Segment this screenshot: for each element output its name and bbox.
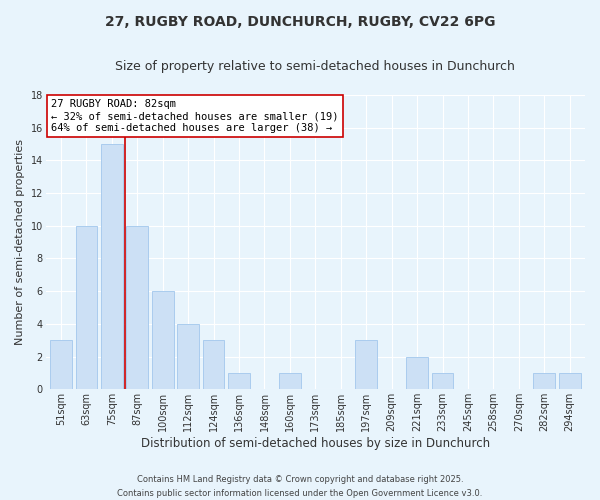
Text: 27 RUGBY ROAD: 82sqm
← 32% of semi-detached houses are smaller (19)
64% of semi-: 27 RUGBY ROAD: 82sqm ← 32% of semi-detac… <box>51 100 338 132</box>
Bar <box>127 226 148 390</box>
Bar <box>76 226 97 390</box>
Bar <box>228 373 250 390</box>
Bar <box>559 373 581 390</box>
Bar <box>152 291 173 390</box>
Text: 27, RUGBY ROAD, DUNCHURCH, RUGBY, CV22 6PG: 27, RUGBY ROAD, DUNCHURCH, RUGBY, CV22 6… <box>105 15 495 29</box>
X-axis label: Distribution of semi-detached houses by size in Dunchurch: Distribution of semi-detached houses by … <box>141 437 490 450</box>
Text: Contains HM Land Registry data © Crown copyright and database right 2025.
Contai: Contains HM Land Registry data © Crown c… <box>118 476 482 498</box>
Bar <box>432 373 454 390</box>
Bar <box>178 324 199 390</box>
Bar <box>50 340 72 390</box>
Bar <box>355 340 377 390</box>
Bar <box>279 373 301 390</box>
Bar <box>203 340 224 390</box>
Bar <box>406 356 428 390</box>
Y-axis label: Number of semi-detached properties: Number of semi-detached properties <box>15 139 25 345</box>
Bar <box>533 373 555 390</box>
Bar <box>101 144 122 390</box>
Title: Size of property relative to semi-detached houses in Dunchurch: Size of property relative to semi-detach… <box>115 60 515 73</box>
